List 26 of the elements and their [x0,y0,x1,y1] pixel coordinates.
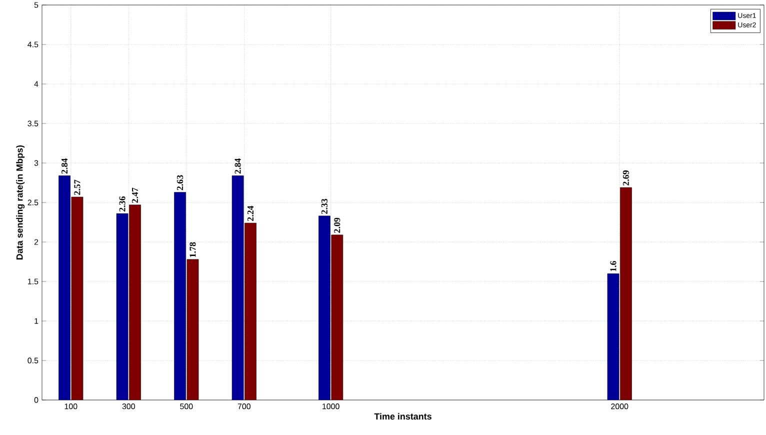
bar [331,234,344,400]
bar [58,175,70,400]
bar [116,213,128,400]
data-label: 2.33 [321,198,328,214]
bar [318,216,330,400]
data-label: 2.09 [334,218,340,233]
data-label: 2.47 [132,188,138,203]
data-label: 2.84 [234,158,241,174]
bar [232,175,244,400]
y-axis-title: Data sending rate(in Mbps) [16,145,25,260]
data-label: 1.78 [190,242,196,257]
data-label: 2.57 [74,180,80,195]
data-label: 2.84 [61,158,68,174]
data-label: 2.63 [177,175,184,190]
bar [620,187,632,400]
data-label: 2.24 [247,206,254,221]
bar [244,222,256,400]
data-label: 1.6 [610,260,616,272]
x-axis-title: Time instants [374,413,432,420]
bar [174,192,186,400]
bar [129,204,141,400]
data-label: 2.69 [622,170,629,186]
bar [607,273,620,400]
bar [186,259,199,400]
data-label: 2.36 [119,196,126,212]
bar [71,196,84,400]
